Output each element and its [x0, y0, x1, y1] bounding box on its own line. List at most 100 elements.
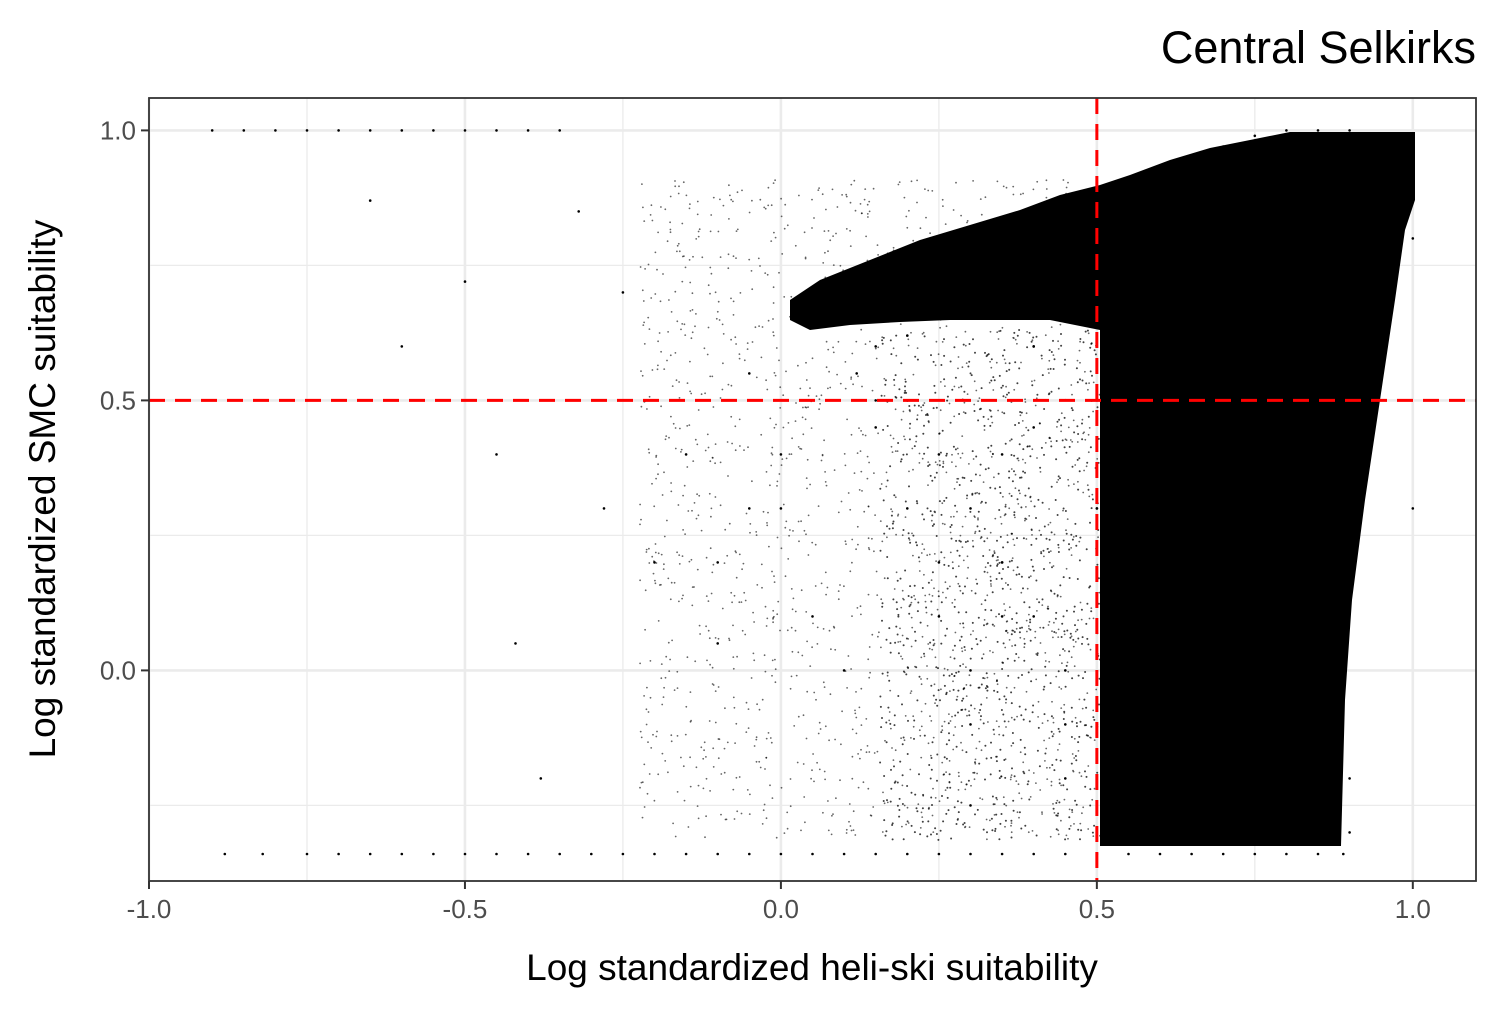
scatter-point [850, 433, 853, 436]
scatter-point [685, 705, 688, 708]
scatter-point [1342, 852, 1345, 856]
scatter-point [1059, 759, 1062, 762]
scatter-point [1023, 646, 1026, 649]
scatter-point [1086, 637, 1089, 640]
scatter-point [936, 779, 938, 782]
scatter-point [1075, 722, 1078, 724]
scatter-point [644, 589, 647, 592]
scatter-point [1041, 811, 1043, 814]
scatter-point [274, 129, 277, 132]
scatter-point [1379, 345, 1383, 348]
scatter-point [1055, 440, 1058, 442]
scatter-point [657, 620, 660, 622]
scatter-point [1031, 448, 1034, 451]
scatter-point [663, 563, 665, 566]
scatter-point [951, 461, 953, 463]
scatter-point [979, 198, 982, 201]
scatter-point [717, 686, 720, 688]
scatter-point [1080, 775, 1083, 778]
scatter-point [1078, 216, 1081, 219]
scatter-point [837, 340, 840, 343]
scatter-point [1000, 386, 1003, 389]
scatter-point [1068, 650, 1071, 653]
scatter-point [877, 346, 880, 349]
scatter-point [804, 821, 806, 824]
scatter-point [999, 492, 1002, 494]
scatter-point [929, 715, 931, 718]
scatter-point [1082, 203, 1085, 206]
scatter-point [908, 539, 911, 541]
scatter-point [996, 301, 999, 304]
scatter-point [977, 518, 979, 521]
scatter-point [1088, 495, 1091, 498]
scatter-point [900, 655, 902, 658]
scatter-point [683, 484, 686, 487]
scatter-point [969, 507, 972, 510]
scatter-point [1085, 775, 1088, 778]
scatter-point [802, 763, 805, 765]
scatter-point [712, 766, 715, 768]
scatter-point [766, 273, 769, 276]
scatter-point [714, 690, 717, 692]
scatter-point [1014, 516, 1016, 519]
scatter-point [1031, 304, 1034, 307]
scatter-point [648, 562, 651, 564]
scatter-point [641, 183, 643, 186]
scatter-point [764, 207, 767, 210]
scatter-point [1069, 636, 1072, 639]
scatter-point [854, 209, 857, 212]
scatter-point [993, 550, 996, 552]
scatter-point [1024, 753, 1027, 756]
scatter-point [908, 209, 910, 212]
scatter-point [956, 800, 959, 803]
scatter-point [979, 709, 982, 711]
scatter-point [1038, 765, 1041, 768]
scatter-point [881, 540, 884, 543]
scatter-point [894, 496, 897, 499]
scatter-point [992, 728, 995, 731]
scatter-point [1073, 605, 1076, 608]
scatter-point [1056, 814, 1059, 817]
scatter-point [1026, 346, 1029, 349]
scatter-point [1026, 587, 1029, 590]
scatter-point [1069, 632, 1072, 635]
scatter-point [1190, 156, 1193, 159]
scatter-point [744, 599, 747, 602]
scatter-point [1017, 783, 1020, 786]
scatter-point [1041, 266, 1043, 269]
scatter-point [728, 218, 730, 220]
scatter-point [978, 492, 981, 495]
scatter-point [643, 343, 646, 345]
scatter-point [939, 381, 942, 383]
scatter-point [1008, 492, 1011, 495]
scatter-point [1048, 766, 1051, 769]
scatter-point [661, 494, 664, 496]
scatter-point [1050, 784, 1053, 787]
scatter-point [1058, 801, 1061, 804]
scatter-point [1036, 180, 1039, 183]
scatter-point [768, 545, 770, 548]
scatter-point [771, 570, 773, 573]
scatter-point [753, 621, 755, 623]
scatter-point [1052, 803, 1054, 805]
scatter-point [985, 672, 988, 675]
scatter-point [1010, 228, 1013, 231]
scatter-point [929, 474, 932, 477]
scatter-point [1056, 594, 1059, 597]
scatter-point [920, 811, 923, 814]
scatter-point [964, 788, 967, 791]
scatter-point [1002, 568, 1004, 570]
scatter-point [957, 771, 960, 774]
scatter-point [1053, 358, 1056, 361]
scatter-point [916, 699, 919, 702]
scatter-point [924, 600, 927, 603]
scatter-point [914, 598, 917, 601]
scatter-point [1046, 778, 1049, 780]
scatter-point [724, 707, 726, 710]
scatter-point [707, 284, 710, 287]
scatter-point [1020, 476, 1023, 479]
scatter-point [695, 238, 698, 240]
scatter-point [647, 711, 650, 713]
scatter-point [817, 732, 820, 735]
scatter-point [748, 211, 751, 214]
